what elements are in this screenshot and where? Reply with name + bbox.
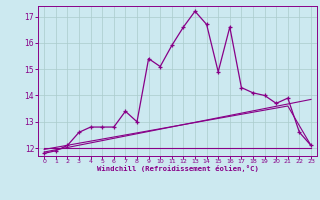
X-axis label: Windchill (Refroidissement éolien,°C): Windchill (Refroidissement éolien,°C)	[97, 165, 259, 172]
